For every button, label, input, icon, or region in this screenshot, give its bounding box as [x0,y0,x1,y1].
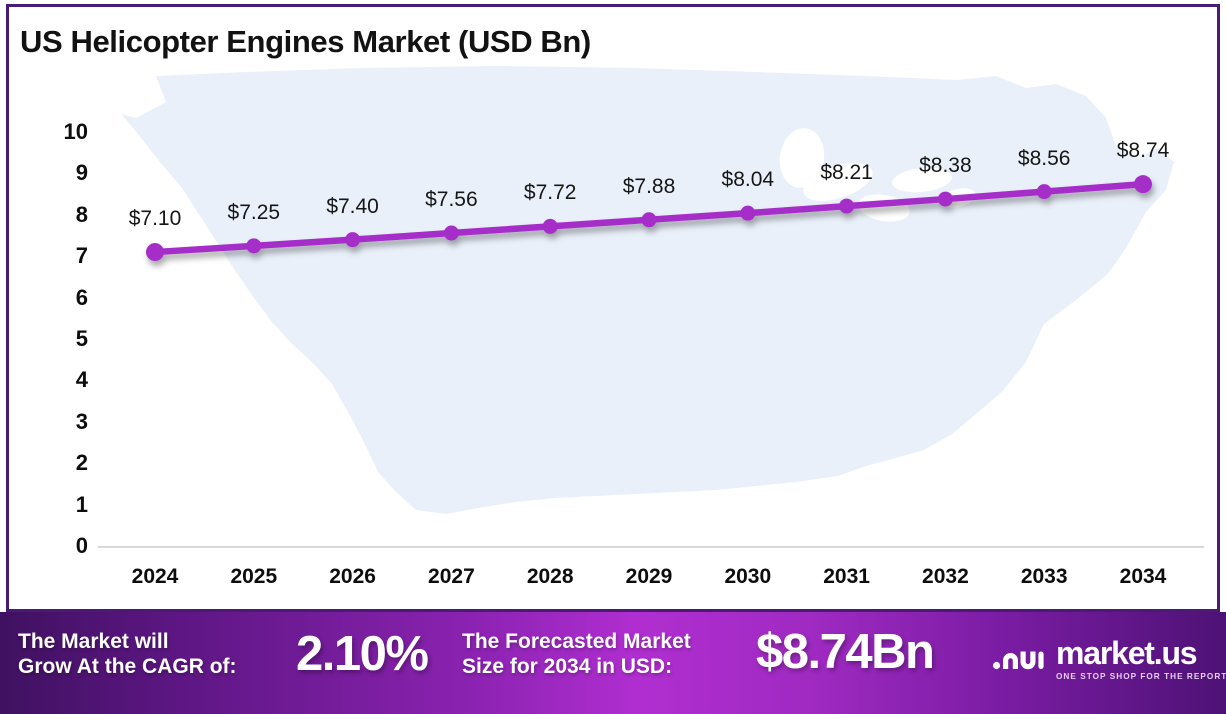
x-axis-tick-label: 2026 [329,565,376,588]
y-axis-tick-label: 5 [75,326,88,351]
x-axis-tick-label: 2025 [230,565,278,588]
data-point-label: $7.56 [425,188,478,212]
data-point-label: $8.74 [1116,139,1170,163]
x-axis: 2024 2025 2026 2027 2028 2029 2030 2031 2032 2033… [98,566,1204,600]
x-axis-tick-label: 2028 [526,565,574,588]
logo-tagline: ONE STOP SHOP FOR THE REPORTS [1056,672,1226,681]
x-axis-tick-label: 2027 [428,565,475,588]
data-point-label: $8.38 [919,154,972,178]
cagr-value: 2.10% [296,627,429,681]
x-axis-tick-label: 2029 [625,565,673,588]
y-axis: 10 9 8 7 6 5 4 3 2 1 0 [44,118,88,558]
logo-wordmark: market.us [1056,635,1198,671]
forecast-label-line1: The Forecasted Market [462,630,691,653]
data-point-label: $7.88 [622,174,676,198]
data-point-label: $8.04 [721,168,775,192]
y-axis-tick-label: 6 [75,284,88,310]
x-axis-tick-label: 2033 [1020,565,1068,588]
x-axis-tick-label: 2034 [1119,565,1167,588]
x-axis-tick-label: 2030 [724,565,772,588]
data-point-label: $7.25 [227,200,281,224]
cagr-label-line1: The Market will [18,630,169,653]
market-us-logo[interactable]: market.us ONE STOP SHOP FOR THE REPORTS [992,637,1226,681]
y-axis-tick-label: 10 [63,119,88,144]
y-axis-tick-label: 7 [75,243,88,269]
y-axis-tick-label: 4 [75,367,88,393]
x-axis-tick-label: 2032 [922,565,969,588]
data-point-label: $7.72 [523,181,577,205]
ruler-decoration [88,130,114,342]
data-point-label: $8.21 [820,161,873,185]
y-axis-tick-label: 1 [75,491,88,517]
y-axis-tick-label: 3 [75,408,88,434]
y-axis-tick-label: 0 [75,533,88,558]
forecast-value: $8.74Bn [756,625,935,679]
cagr-label: The Market will Grow At the CAGR of: [18,630,237,680]
data-point-label: $7.10 [128,207,182,231]
chart-frame [6,4,1220,612]
data-point-label: $7.40 [326,194,379,218]
forecast-label: The Forecasted Market Size for 2034 in U… [462,630,691,680]
market-us-logo-text: market.us ONE STOP SHOP FOR THE REPORTS [1056,637,1226,681]
x-axis-tick-label: 2024 [131,565,179,588]
y-axis-tick-label: 2 [75,450,88,476]
market-us-logo-icon [992,639,1046,679]
forecast-label-line2: Size for 2034 in USD: [462,654,673,678]
y-axis-tick-label: 8 [75,201,88,227]
x-axis-baseline [98,546,1204,548]
y-axis-tick-label: 9 [75,160,88,186]
x-axis-tick-label: 2031 [823,565,870,588]
cagr-label-line2: Grow At the CAGR of: [18,654,237,678]
page-title: US Helicopter Engines Market (USD Bn) [20,24,591,59]
data-point-label: $8.56 [1017,146,1071,170]
